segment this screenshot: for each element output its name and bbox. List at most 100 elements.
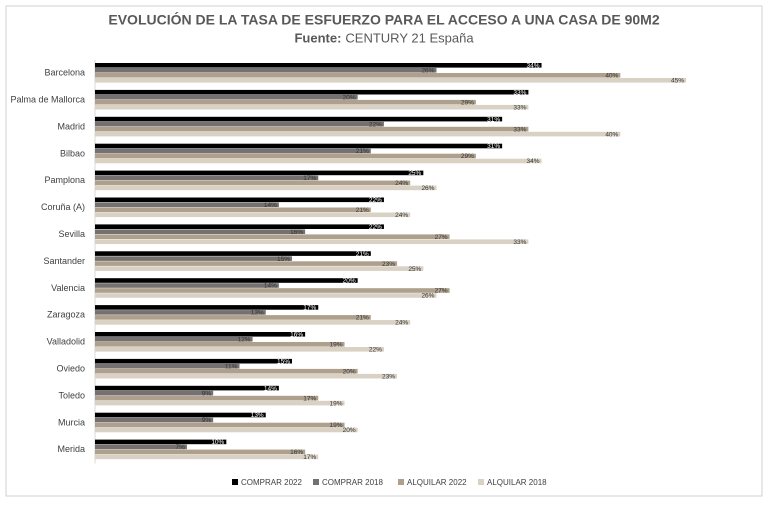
- chart-title: EVOLUCIÓN DE LA TASA DE ESFUERZO PARA EL…: [108, 11, 659, 28]
- bar: [95, 444, 187, 450]
- data-label: 21%: [356, 207, 369, 214]
- data-label: 24%: [395, 320, 408, 327]
- data-label: 19%: [330, 400, 343, 407]
- data-label: 45%: [671, 78, 684, 85]
- bar: [95, 293, 437, 298]
- data-label: 29%: [461, 153, 474, 160]
- bar: [95, 212, 411, 218]
- bar: [95, 310, 266, 315]
- data-label: 11%: [225, 363, 238, 370]
- y-tick-label: Murcia: [58, 417, 85, 427]
- bar: [95, 400, 345, 406]
- data-label: 33%: [513, 126, 526, 133]
- y-tick-label: Valencia: [51, 283, 85, 293]
- data-label: 29%: [461, 99, 474, 106]
- y-tick-label: Oviedo: [56, 363, 85, 373]
- bar: [95, 266, 424, 271]
- data-label: 27%: [435, 234, 448, 241]
- bar: [95, 261, 398, 266]
- data-label: 22%: [369, 121, 382, 128]
- bar: [95, 143, 503, 149]
- y-tick-label: Pamplona: [44, 175, 85, 185]
- data-label: 9%: [202, 390, 212, 397]
- bar: [95, 197, 384, 203]
- bar: [95, 121, 384, 127]
- legend-label: COMPRAR 2022: [241, 478, 302, 487]
- bar: [95, 251, 371, 256]
- bar: [95, 373, 398, 379]
- bar: [95, 283, 279, 288]
- bar: [95, 439, 227, 445]
- bar: [95, 315, 371, 320]
- data-label: 10%: [211, 439, 224, 446]
- y-tick-label: Madrid: [57, 121, 85, 131]
- data-label: 22%: [369, 197, 382, 204]
- bar: [95, 148, 371, 154]
- bar: [95, 73, 621, 78]
- data-label: 33%: [513, 104, 526, 111]
- data-label: 34%: [527, 63, 540, 70]
- data-label: 12%: [238, 337, 251, 344]
- data-label: 26%: [421, 293, 434, 300]
- y-tick-label: Bilbao: [60, 148, 85, 158]
- data-label: 24%: [395, 180, 408, 187]
- bar: [95, 175, 319, 181]
- data-label: 20%: [343, 94, 356, 101]
- data-label: 40%: [605, 131, 618, 138]
- data-label: 34%: [527, 158, 540, 165]
- bar: [95, 202, 279, 208]
- bar: [95, 180, 411, 186]
- bar: [95, 358, 292, 364]
- bar: [95, 412, 266, 418]
- bar: [95, 63, 542, 68]
- legend-swatch: [313, 479, 319, 485]
- chart-subtitle-label: Fuente:: [294, 30, 341, 45]
- bar: [95, 239, 529, 244]
- bar: [95, 368, 358, 374]
- bar: [95, 449, 306, 455]
- bar: [95, 94, 358, 100]
- data-label: 21%: [356, 251, 369, 258]
- data-label: 16%: [290, 332, 303, 339]
- data-label: 13%: [251, 310, 264, 317]
- data-label: 31%: [487, 143, 500, 150]
- data-label: 19%: [330, 422, 343, 429]
- data-label: 20%: [343, 427, 356, 434]
- bar: [95, 185, 437, 191]
- bar: [95, 288, 450, 293]
- data-label: 16%: [290, 449, 303, 456]
- bar: [95, 207, 371, 213]
- bar: [95, 427, 358, 433]
- data-label: 33%: [513, 89, 526, 96]
- data-label: 9%: [202, 417, 212, 424]
- data-label: 14%: [264, 385, 277, 392]
- bar: [95, 417, 214, 423]
- bar: [95, 99, 476, 105]
- data-label: 15%: [277, 358, 290, 365]
- legend-label: ALQUILAR 2022: [407, 478, 467, 487]
- y-tick-label: Santander: [43, 256, 85, 266]
- data-label: 33%: [513, 239, 526, 246]
- bar: [95, 131, 621, 137]
- data-label: 19%: [330, 342, 343, 349]
- data-label: 26%: [421, 68, 434, 75]
- bar: [95, 78, 686, 83]
- bar: [95, 395, 319, 401]
- data-label: 26%: [421, 185, 434, 192]
- legend-label: ALQUILAR 2018: [487, 478, 547, 487]
- bar: [95, 390, 214, 396]
- bar: [95, 256, 292, 261]
- bar: [95, 234, 450, 239]
- chart-subtitle: CENTURY 21 España: [345, 30, 474, 45]
- data-label: 22%: [369, 224, 382, 231]
- bar: [95, 332, 306, 337]
- bar: [95, 422, 345, 428]
- bar: [95, 68, 437, 73]
- legend-swatch: [398, 479, 404, 485]
- bar: [95, 158, 542, 164]
- bar: [95, 153, 476, 159]
- bar: [95, 104, 529, 110]
- bar: [95, 342, 345, 347]
- bar: [95, 224, 384, 229]
